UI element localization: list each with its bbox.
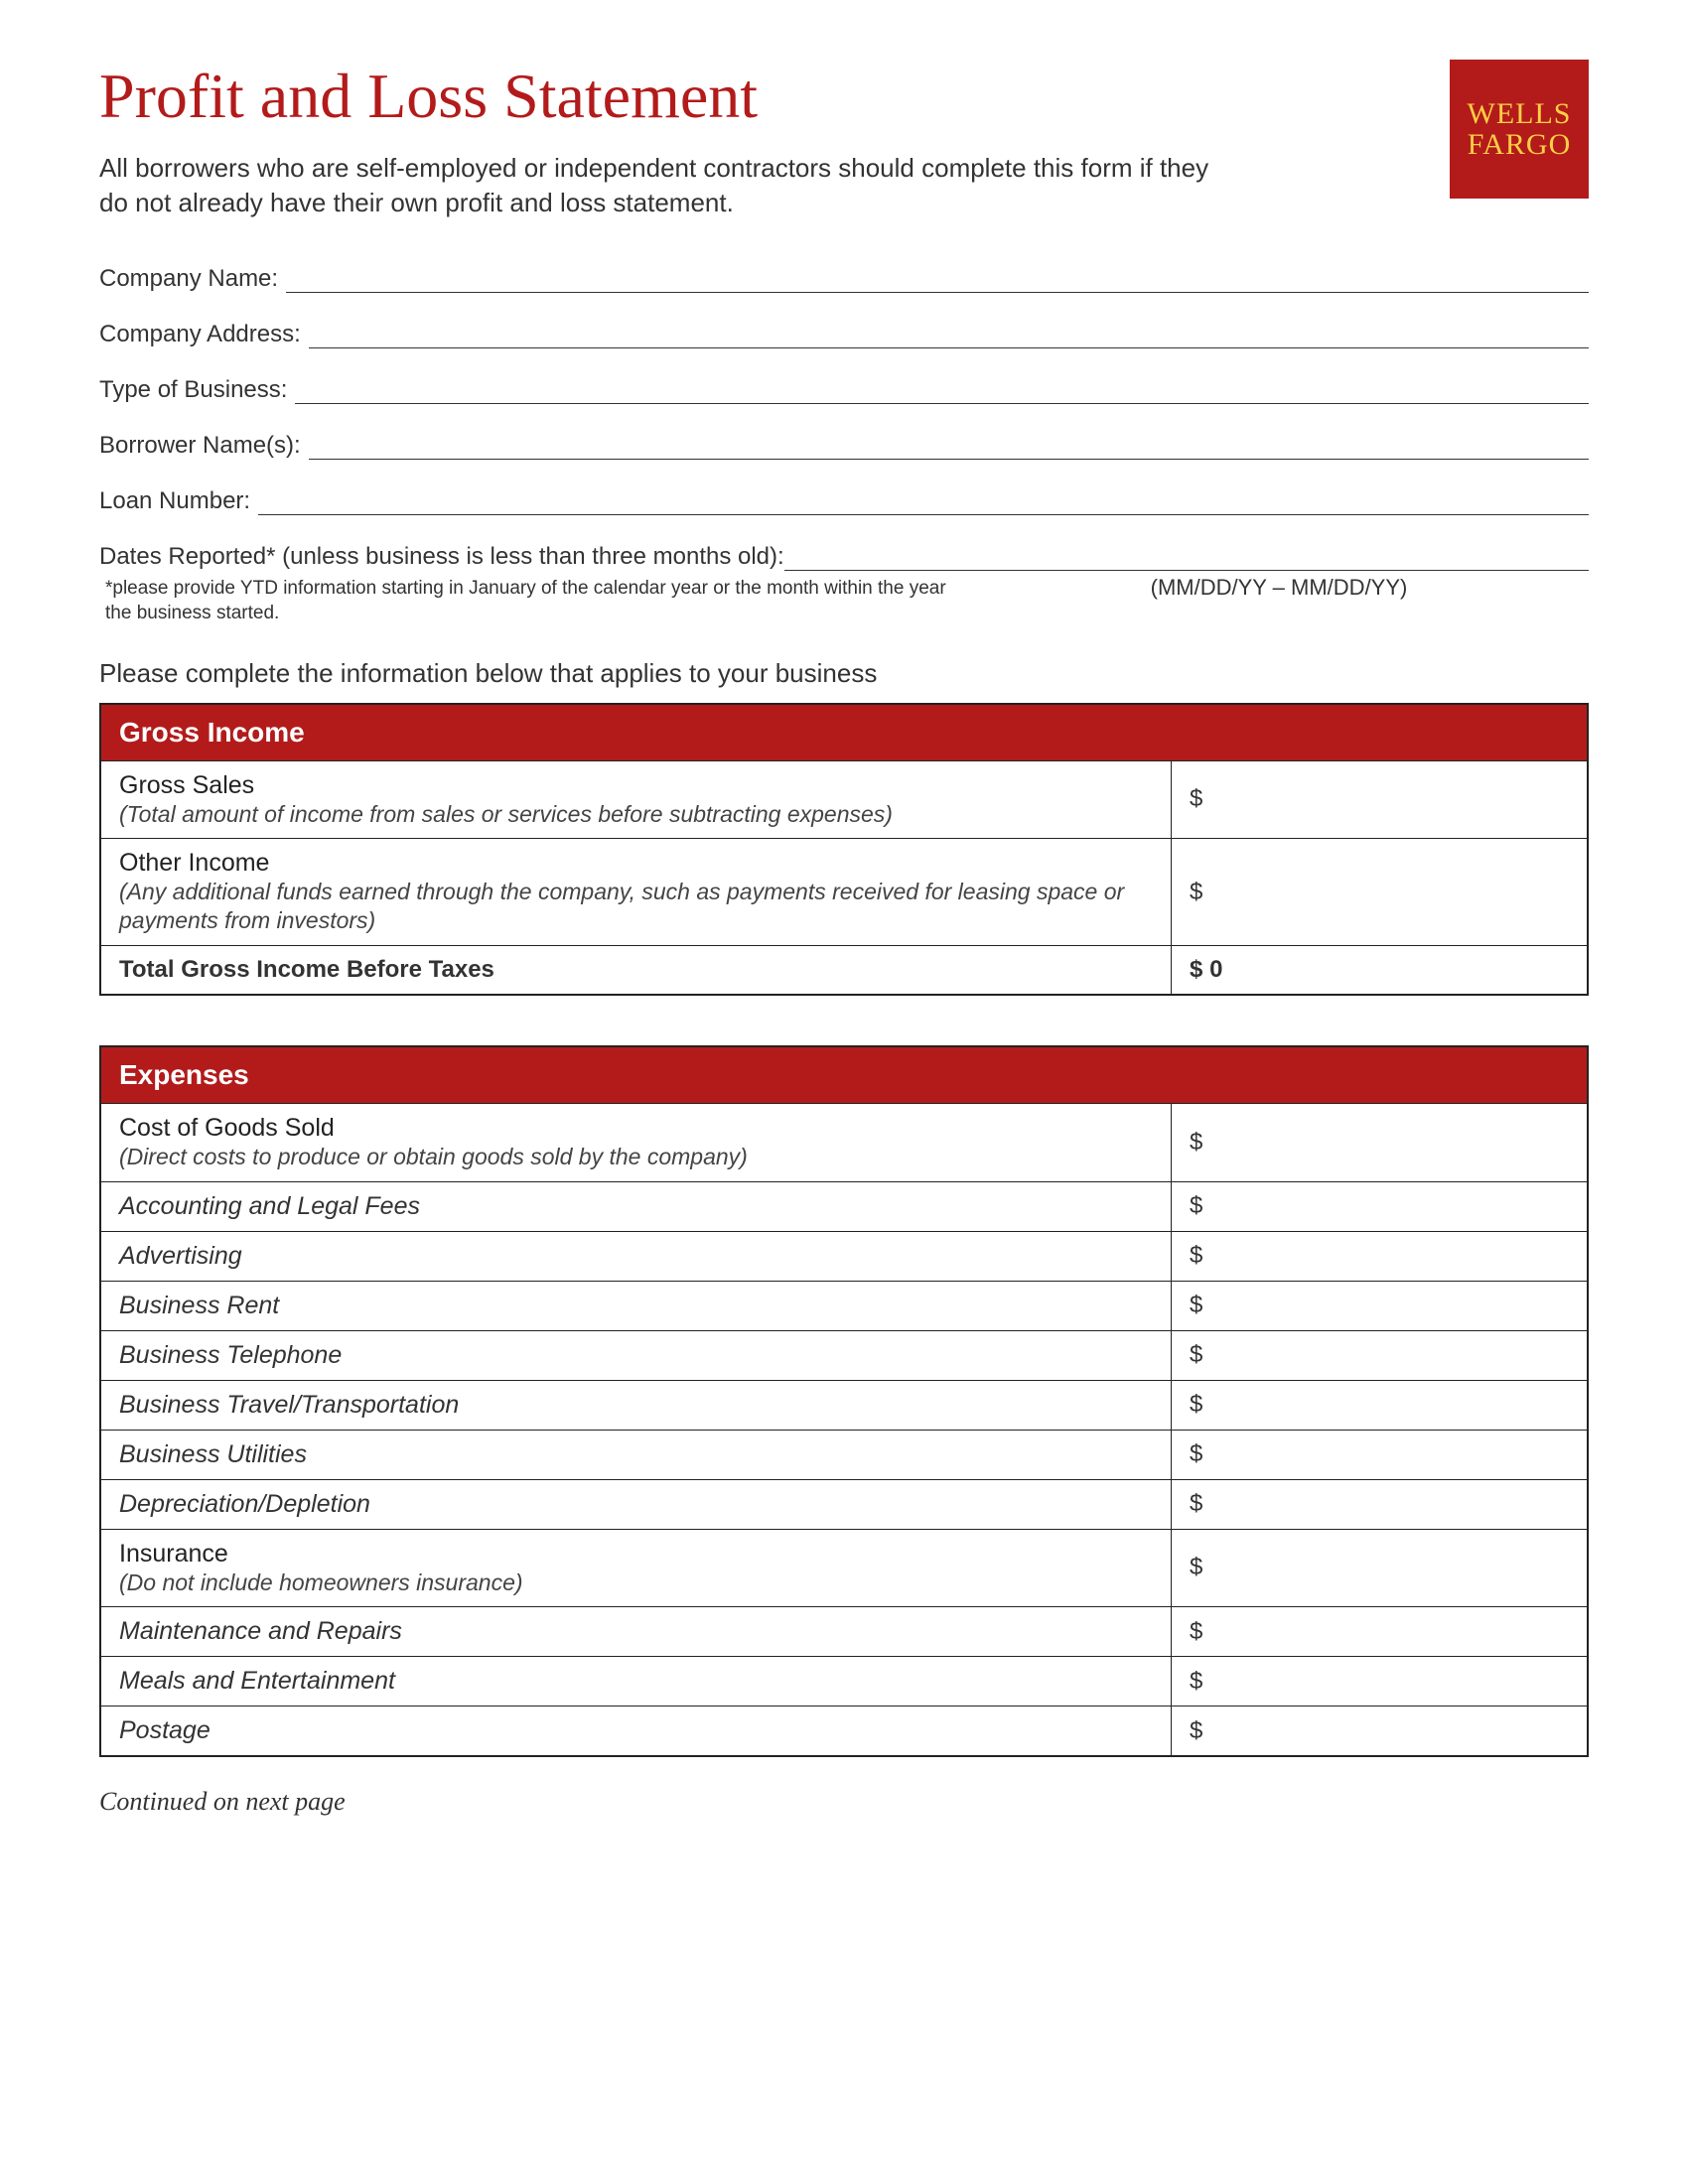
row-desc: (Do not include homeowners insurance) <box>119 1569 1153 1597</box>
value-cell[interactable]: $ <box>1172 1103 1588 1181</box>
gross-income-table: Gross Income Gross Sales (Total amount o… <box>99 703 1589 996</box>
row-title: Business Telephone <box>119 1341 1153 1370</box>
table-row: Meals and Entertainment $ <box>100 1657 1588 1706</box>
row-desc: (Total amount of income from sales or se… <box>119 800 1153 829</box>
value-cell[interactable]: $ <box>1172 1330 1588 1380</box>
borrower-names-field[interactable]: Borrower Name(s): <box>99 432 1589 460</box>
type-of-business-underline <box>295 403 1589 404</box>
row-title: Business Travel/Transportation <box>119 1391 1153 1420</box>
total-row: Total Gross Income Before Taxes $ 0 <box>100 945 1588 995</box>
type-of-business-label: Type of Business: <box>99 376 295 404</box>
table-row: Depreciation/Depletion $ <box>100 1479 1588 1529</box>
dates-reported-field[interactable]: Dates Reported* (unless business is less… <box>99 543 1589 571</box>
row-title: Postage <box>119 1716 1153 1745</box>
value-cell[interactable]: $ <box>1172 839 1588 946</box>
table-row: Other Income (Any additional funds earne… <box>100 839 1588 946</box>
table-row: Maintenance and Repairs $ <box>100 1607 1588 1657</box>
value-cell[interactable]: $ <box>1172 1657 1588 1706</box>
row-title: Meals and Entertainment <box>119 1667 1153 1696</box>
expenses-table: Expenses Cost of Goods Sold(Direct costs… <box>99 1045 1589 1758</box>
row-title: Depreciation/Depletion <box>119 1490 1153 1519</box>
table-row: Gross Sales (Total amount of income from… <box>100 760 1588 839</box>
table-row: Business Travel/Transportation $ <box>100 1380 1588 1430</box>
value-cell[interactable]: $ <box>1172 1380 1588 1430</box>
company-name-label: Company Name: <box>99 265 286 293</box>
company-address-field[interactable]: Company Address: <box>99 321 1589 348</box>
section-intro: Please complete the information below th… <box>99 658 1589 689</box>
table-row: Business Rent $ <box>100 1281 1588 1330</box>
value-cell[interactable]: $ <box>1172 1479 1588 1529</box>
wells-fargo-logo: WELLS FARGO <box>1450 60 1589 199</box>
page-title: Profit and Loss Statement <box>99 60 1241 133</box>
value-cell[interactable]: $ <box>1172 1529 1588 1607</box>
row-title: Maintenance and Repairs <box>119 1617 1153 1646</box>
table-row: Business Utilities $ <box>100 1430 1588 1479</box>
row-title: Gross Sales <box>119 771 1153 800</box>
total-value: $ 0 <box>1172 945 1588 995</box>
value-cell[interactable]: $ <box>1172 1430 1588 1479</box>
dates-footnote: *please provide YTD information starting… <box>105 577 969 625</box>
company-name-field[interactable]: Company Name: <box>99 265 1589 293</box>
borrower-names-label: Borrower Name(s): <box>99 432 309 460</box>
company-address-label: Company Address: <box>99 321 309 348</box>
dates-reported-underline <box>784 570 1589 571</box>
loan-number-label: Loan Number: <box>99 487 258 515</box>
borrower-names-underline <box>309 459 1589 460</box>
row-title: Business Utilities <box>119 1440 1153 1469</box>
row-title: Accounting and Legal Fees <box>119 1192 1153 1221</box>
value-cell[interactable]: $ <box>1172 760 1588 839</box>
dates-hint: (MM/DD/YY – MM/DD/YY) <box>969 575 1589 625</box>
row-title: Other Income <box>119 849 1153 878</box>
value-cell[interactable]: $ <box>1172 1181 1588 1231</box>
loan-number-underline <box>258 514 1589 515</box>
logo-line2: FARGO <box>1468 129 1571 161</box>
value-cell[interactable]: $ <box>1172 1231 1588 1281</box>
gross-income-header: Gross Income <box>100 704 1588 761</box>
intro-text: All borrowers who are self-employed or i… <box>99 151 1241 220</box>
dates-reported-label: Dates Reported* (unless business is less… <box>99 543 784 571</box>
type-of-business-field[interactable]: Type of Business: <box>99 376 1589 404</box>
row-desc: (Any additional funds earned through the… <box>119 878 1153 935</box>
row-title: Advertising <box>119 1242 1153 1271</box>
company-name-underline <box>286 292 1589 293</box>
loan-number-field[interactable]: Loan Number: <box>99 487 1589 515</box>
logo-line1: WELLS <box>1468 98 1572 130</box>
row-desc: (Direct costs to produce or obtain goods… <box>119 1143 1153 1171</box>
value-cell[interactable]: $ <box>1172 1706 1588 1757</box>
table-row: Cost of Goods Sold(Direct costs to produ… <box>100 1103 1588 1181</box>
total-label: Total Gross Income Before Taxes <box>100 945 1172 995</box>
table-row: Postage $ <box>100 1706 1588 1757</box>
value-cell[interactable]: $ <box>1172 1607 1588 1657</box>
value-cell[interactable]: $ <box>1172 1281 1588 1330</box>
row-title: Insurance <box>119 1540 1153 1569</box>
table-row: Accounting and Legal Fees $ <box>100 1181 1588 1231</box>
continued-text: Continued on next page <box>99 1787 1589 1817</box>
expenses-header: Expenses <box>100 1046 1588 1104</box>
company-address-underline <box>309 347 1589 348</box>
table-row: Advertising $ <box>100 1231 1588 1281</box>
table-row: Business Telephone $ <box>100 1330 1588 1380</box>
row-title: Business Rent <box>119 1292 1153 1320</box>
table-row: Insurance(Do not include homeowners insu… <box>100 1529 1588 1607</box>
row-title: Cost of Goods Sold <box>119 1114 1153 1143</box>
